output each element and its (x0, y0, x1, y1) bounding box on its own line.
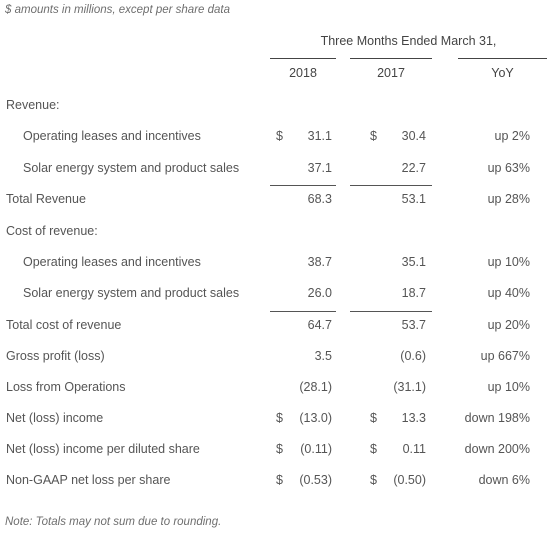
value-2018: (28.1) (299, 380, 332, 394)
yoy-change: up 667% (480, 349, 530, 363)
currency-2018: $ (276, 129, 283, 143)
value-2018: 64.7 (307, 318, 332, 332)
column-header-yoy: YoY (491, 66, 514, 80)
yoy-change: up 28% (487, 192, 530, 206)
table-row: Loss from Operations (28.1) (31.1) up 10% (0, 380, 547, 400)
value-2017: 53.7 (401, 318, 426, 332)
total-revenue-rule-2017 (350, 185, 432, 186)
value-2018: 38.7 (307, 255, 332, 269)
row-label: Net (loss) income per diluted share (6, 442, 200, 456)
row-label: Revenue: (6, 98, 60, 112)
currency-2017: $ (370, 129, 377, 143)
header-rule-yoy (458, 58, 547, 59)
row-label: Solar energy system and product sales (23, 161, 240, 175)
currency-2017: $ (370, 411, 377, 425)
value-2018: 37.1 (307, 161, 332, 175)
yoy-change: down 198% (464, 411, 530, 425)
yoy-change: up 63% (487, 161, 530, 175)
row-label: Cost of revenue: (6, 224, 98, 238)
value-2018: 68.3 (307, 192, 332, 206)
value-2018: 26.0 (307, 286, 332, 300)
row-label: Net (loss) income (6, 411, 104, 425)
value-2018: (0.53) (299, 473, 332, 487)
yoy-change: down 200% (464, 442, 530, 456)
header-rule-2018 (270, 58, 336, 59)
header-rule-2017 (350, 58, 432, 59)
currency-2018: $ (276, 411, 283, 425)
units-caption: $ amounts in millions, except per share … (5, 4, 231, 16)
value-2017: 22.7 (401, 161, 426, 175)
table-row: Net (loss) income $ (13.0) $13.3 down 198% (0, 411, 547, 431)
rounding-note: Note: Totals may not sum due to rounding… (5, 516, 222, 528)
row-label: Loss from Operations (6, 380, 126, 394)
yoy-change: up 10% (487, 380, 530, 394)
period-header: Three Months Ended March 31, (320, 34, 497, 48)
table-row: Operating leases and incentives $31.1 $30.… (0, 129, 547, 149)
yoy-change: up 10% (487, 255, 530, 269)
value-2017: 0.11 (402, 442, 426, 456)
row-label: Operating leases and incentives (23, 255, 201, 269)
table-row: Total Revenue 68.3 53.1 up 28% (0, 192, 547, 212)
value-2018: 3.5 (314, 349, 332, 363)
currency-2017: $ (370, 473, 377, 487)
currency-2018: $ (276, 473, 283, 487)
value-2018: (0.11) (300, 442, 332, 456)
table-row: Solar energy system and product sales 37.… (0, 161, 547, 181)
table-row: Revenue: (0, 98, 547, 118)
value-2017: 30.4 (401, 129, 426, 143)
row-label: Non-GAAP net loss per share (6, 473, 171, 487)
table-row: Solar energy system and product sales 26.… (0, 286, 547, 306)
table-row: Operating leases and incentives 38.7 35.1 u… (0, 255, 547, 275)
value-2017: (0.6) (400, 349, 426, 363)
table-row: Non-GAAP net loss per share $ (0.53) $ (0.50… (0, 473, 547, 493)
total-cost-rule-2018 (270, 311, 336, 312)
row-label: Gross profit (loss) (6, 349, 105, 363)
value-2017: (0.50) (393, 473, 426, 487)
yoy-change: up 2% (494, 129, 530, 143)
column-header-2017: 2017 (377, 66, 405, 80)
value-2017: 13.3 (401, 411, 426, 425)
value-2017: 35.1 (401, 255, 426, 269)
column-header-2018: 2018 (289, 66, 317, 80)
total-cost-rule-2017 (350, 311, 432, 312)
yoy-change: up 40% (487, 286, 530, 300)
value-2018: 31.1 (307, 129, 332, 143)
value-2017: 53.1 (401, 192, 426, 206)
table-row: Cost of revenue: (0, 224, 547, 244)
value-2017: (31.1) (393, 380, 426, 394)
row-label: Operating leases and incentives (23, 129, 201, 143)
yoy-change: down 6% (478, 473, 530, 487)
table-row: Total cost of revenue 64.7 53.7 up 20% (0, 318, 547, 338)
currency-2018: $ (276, 442, 283, 456)
currency-2017: $ (370, 442, 377, 456)
table-row: Net (loss) income per diluted share $ (0.1… (0, 442, 547, 462)
yoy-change: up 20% (487, 318, 530, 332)
row-label: Total cost of revenue (6, 318, 122, 332)
value-2018: (13.0) (299, 411, 332, 425)
table-row: Gross profit (loss) 3.5 (0.6) up 667% (0, 349, 547, 369)
value-2017: 18.7 (401, 286, 426, 300)
row-label: Solar energy system and product sales (23, 286, 240, 300)
row-label: Total Revenue (6, 192, 86, 206)
total-revenue-rule-2018 (270, 185, 336, 186)
